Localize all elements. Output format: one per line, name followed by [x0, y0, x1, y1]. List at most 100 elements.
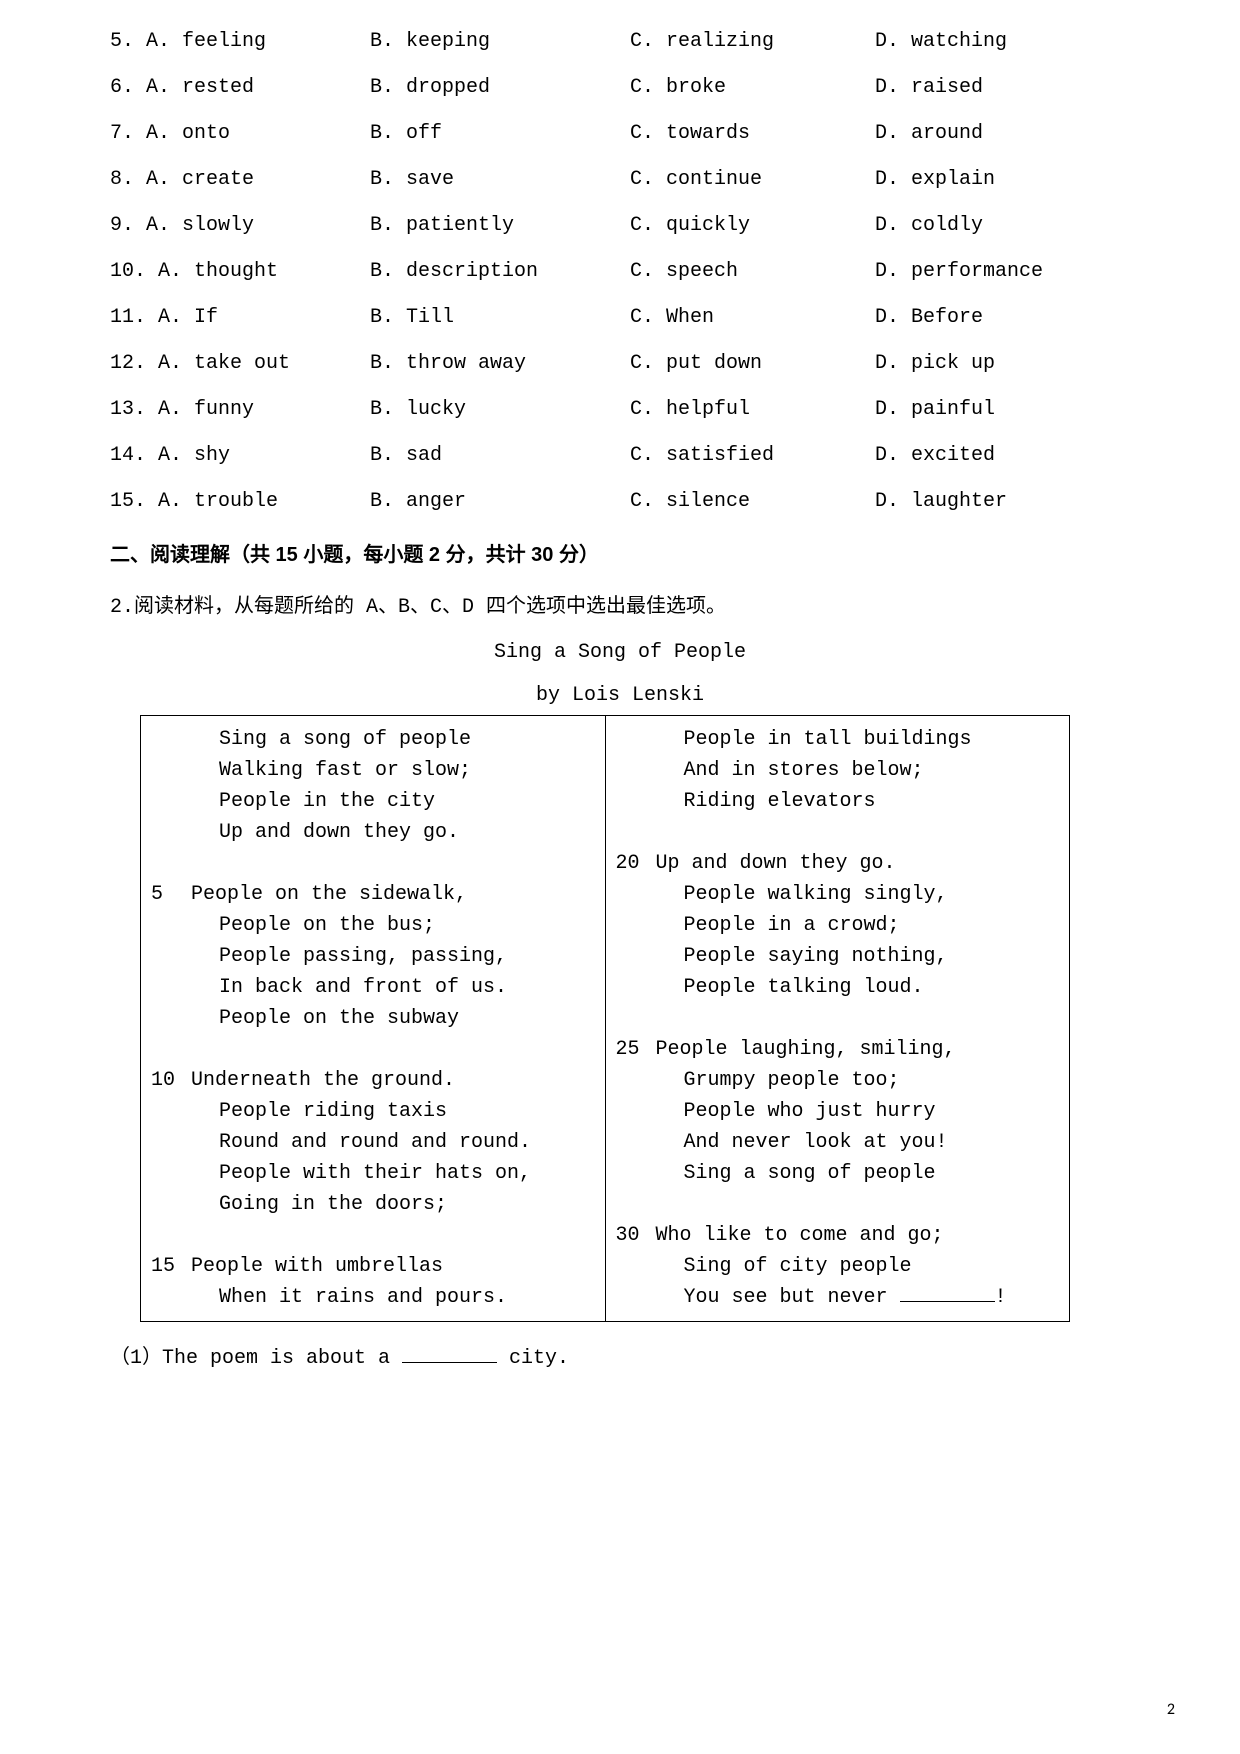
option-row: 15. A. troubleB. angerC. silenceD. laugh…: [110, 490, 1130, 513]
option-a: 5. A. feeling: [110, 30, 370, 53]
option-c: C. towards: [630, 122, 875, 145]
question-1-blank[interactable]: [402, 1362, 497, 1363]
poem-line: [151, 1034, 595, 1065]
poem-last-prefix: You see but never: [684, 1286, 900, 1309]
poem-line: 20Up and down they go.: [616, 848, 1060, 879]
poem-line: Walking fast or slow;: [151, 755, 595, 786]
option-c: C. broke: [630, 76, 875, 99]
option-d: D. around: [875, 122, 1105, 145]
poem-blank[interactable]: [900, 1301, 995, 1302]
option-a: 9. A. slowly: [110, 214, 370, 237]
option-row: 9. A. slowlyB. patientlyC. quicklyD. col…: [110, 214, 1130, 237]
poem-text: People with umbrellas: [191, 1255, 443, 1278]
poem-line: 5People on the sidewalk,: [151, 879, 595, 910]
page-number: 2: [1167, 1700, 1175, 1719]
option-b: B. anger: [370, 490, 630, 513]
poem-line-number: 15: [151, 1251, 185, 1282]
option-a: 10. A. thought: [110, 260, 370, 283]
option-d: D. laughter: [875, 490, 1105, 513]
options-block: 5. A. feelingB. keepingC. realizingD. wa…: [110, 30, 1130, 513]
option-row: 6. A. restedB. droppedC. brokeD. raised: [110, 76, 1130, 99]
poem-text: People on the sidewalk,: [191, 883, 467, 906]
poem-line-last: You see but never !: [616, 1282, 1060, 1313]
poem-line: [151, 1220, 595, 1251]
poem-text: Going in the doors;: [219, 1193, 447, 1216]
option-c: C. quickly: [630, 214, 875, 237]
option-row: 5. A. feelingB. keepingC. realizingD. wa…: [110, 30, 1130, 53]
poem-line: 25People laughing, smiling,: [616, 1034, 1060, 1065]
poem-text: People on the subway: [219, 1007, 459, 1030]
poem-line: People passing, passing,: [151, 941, 595, 972]
poem-line: People with their hats on,: [151, 1158, 595, 1189]
poem-text: People saying nothing,: [684, 945, 948, 968]
option-a: 14. A. shy: [110, 444, 370, 467]
question-1-prefix: （1）The poem is about a: [110, 1347, 402, 1370]
option-c: C. speech: [630, 260, 875, 283]
option-b: B. lucky: [370, 398, 630, 421]
option-d: D. painful: [875, 398, 1105, 421]
poem-text: People in a crowd;: [684, 914, 900, 937]
option-d: D. excited: [875, 444, 1105, 467]
option-row: 10. A. thoughtB. descriptionC. speechD. …: [110, 260, 1130, 283]
poem-line: People on the subway: [151, 1003, 595, 1034]
poem-left-cell: Sing a song of people Walking fast or sl…: [141, 716, 606, 1322]
poem-line: People on the bus;: [151, 910, 595, 941]
poem-text: Up and down they go.: [656, 852, 896, 875]
poem-text: People in tall buildings: [684, 728, 972, 751]
question-1-suffix: city.: [497, 1347, 569, 1370]
poem-text: And in stores below;: [684, 759, 924, 782]
option-a: 15. A. trouble: [110, 490, 370, 513]
poem-text: People who just hurry: [684, 1100, 936, 1123]
option-row: 11. A. IfB. TillC. WhenD. Before: [110, 306, 1130, 329]
poem-line: People who just hurry: [616, 1096, 1060, 1127]
poem-text: In back and front of us.: [219, 976, 507, 999]
option-row: 14. A. shyB. sadC. satisfiedD. excited: [110, 444, 1130, 467]
option-row: 7. A. ontoB. offC. towardsD. around: [110, 122, 1130, 145]
poem-text: Sing of city people: [684, 1255, 912, 1278]
poem-line: People saying nothing,: [616, 941, 1060, 972]
poem-line: Going in the doors;: [151, 1189, 595, 1220]
poem-text: Walking fast or slow;: [219, 759, 471, 782]
option-c: C. helpful: [630, 398, 875, 421]
option-b: B. sad: [370, 444, 630, 467]
option-d: D. pick up: [875, 352, 1105, 375]
poem-line-number: 25: [616, 1034, 650, 1065]
poem-text: Up and down they go.: [219, 821, 459, 844]
poem-author: by Lois Lenski: [110, 684, 1130, 707]
option-b: B. off: [370, 122, 630, 145]
option-d: D. performance: [875, 260, 1105, 283]
poem-line: People in the city: [151, 786, 595, 817]
option-d: D. coldly: [875, 214, 1105, 237]
poem-line: And in stores below;: [616, 755, 1060, 786]
poem-line: Grumpy people too;: [616, 1065, 1060, 1096]
poem-text: Riding elevators: [684, 790, 876, 813]
poem-table: Sing a song of people Walking fast or sl…: [140, 715, 1070, 1322]
option-row: 13. A. funnyB. luckyC. helpfulD. painful: [110, 398, 1130, 421]
poem-text: Sing a song of people: [684, 1162, 936, 1185]
option-row: 8. A. createB. saveC. continueD. explain: [110, 168, 1130, 191]
option-a: 12. A. take out: [110, 352, 370, 375]
option-b: B. keeping: [370, 30, 630, 53]
option-a: 6. A. rested: [110, 76, 370, 99]
option-b: B. dropped: [370, 76, 630, 99]
poem-line: People talking loud.: [616, 972, 1060, 1003]
poem-text: Sing a song of people: [219, 728, 471, 751]
option-a: 13. A. funny: [110, 398, 370, 421]
poem-text: Grumpy people too;: [684, 1069, 900, 1092]
poem-line: Round and round and round.: [151, 1127, 595, 1158]
poem-line-number: 10: [151, 1065, 185, 1096]
poem-text: People riding taxis: [219, 1100, 447, 1123]
option-b: B. description: [370, 260, 630, 283]
poem-line: People in tall buildings: [616, 724, 1060, 755]
poem-line: People riding taxis: [151, 1096, 595, 1127]
poem-line: People in a crowd;: [616, 910, 1060, 941]
poem-text: People with their hats on,: [219, 1162, 531, 1185]
option-a: 7. A. onto: [110, 122, 370, 145]
option-b: B. patiently: [370, 214, 630, 237]
poem-line: People walking singly,: [616, 879, 1060, 910]
poem-line: When it rains and pours.: [151, 1282, 595, 1313]
poem-text: People talking loud.: [684, 976, 924, 999]
option-a: 8. A. create: [110, 168, 370, 191]
poem-text: People walking singly,: [684, 883, 948, 906]
poem-text: People passing, passing,: [219, 945, 507, 968]
